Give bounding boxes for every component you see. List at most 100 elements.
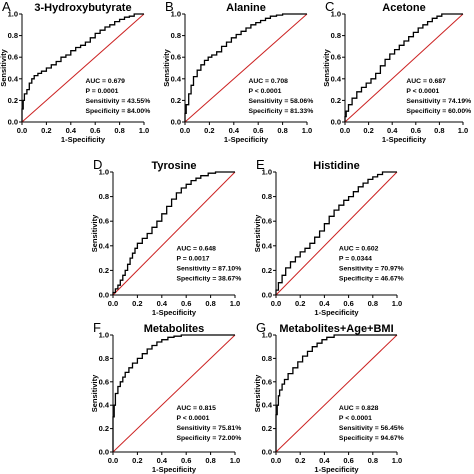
panel-c-letter: C [325,0,334,14]
panel-f-x-tick-label: 1.0 [230,456,240,465]
panel-b-y-tick-label: 0.2 [171,96,181,105]
panel-a-roc-curve [21,13,144,122]
panel-g-stat-line: AUC = 0.828 [339,405,379,412]
panel-d-y-axis-label: Sensitivity [90,214,99,252]
panel-e-x-tick-label: 0.8 [368,299,378,308]
panel-b-x-tick-label: 0.4 [229,126,240,135]
panel-b-x-tick-label: 0.8 [277,126,287,135]
panel-f-y-tick-label: 0.4 [99,401,110,410]
panel-a-stat-line: Specificity = 84.00% [85,108,150,115]
panel-e-roc-curve [275,171,397,295]
panel-b-roc-curve [184,13,307,122]
panel-c-y-tick-label: 0.4 [331,74,342,83]
panel-f-stat-line: AUC = 0.815 [176,405,216,412]
panel-a-stat-line: Sensitivity = 43.55% [85,98,150,105]
panel-e-y-tick-label: 1.0 [262,168,272,177]
panel-a-stat-line: P = 0.0001 [85,88,118,95]
panel-f-stat-line: Specificity = 72.00% [176,435,241,442]
panel-b-stat-line: P < 0.0001 [248,88,281,95]
panel-f-x-tick-label: 0.2 [132,456,142,465]
panel-b-stat-line: Sensitivity = 58.06% [248,98,313,105]
panel-e-y-tick-label: 0.2 [262,266,272,275]
panel-c-x-tick-label: 0.8 [434,126,444,135]
panel-a-y-tick-label: 1.0 [8,10,18,19]
panel-e-y-tick-label: 0.8 [262,192,272,201]
panel-c-x-tick-label: 0.6 [411,126,421,135]
panel-f-x-axis-label: 1-Specificity [152,465,197,474]
panel-d-stat-line: AUC = 0.648 [176,246,216,253]
panel-g-x-tick-label: 0.6 [343,456,353,465]
panel-a-letter: A [2,0,11,14]
panel-e-stat-line: Specificity = 46.67% [339,276,404,283]
panel-c-y-tick-label: 0.8 [331,31,341,40]
panel-a-x-tick-label: 0.2 [41,126,51,135]
panel-e-y-tick-label: 0.4 [262,241,273,250]
panel-c-x-tick-label: 1.0 [458,126,468,135]
panel-b-x-tick-label: 0.0 [180,126,190,135]
panel-e-y-axis-label: Sensitivity [253,214,262,252]
panel-e-stat-line: AUC = 0.602 [339,246,379,253]
panel-a-y-tick-label: 0.0 [8,118,18,127]
panel-c-stat-line: AUC = 0.687 [406,78,446,85]
panel-b-y-axis-label: Sensitivity [162,48,171,86]
panel-b-stat-line: AUC = 0.708 [248,78,288,85]
panel-d-y-tick-label: 0.6 [99,217,109,226]
panel-g-y-tick-label: 0.2 [262,424,272,433]
panel-d-x-tick-label: 0.4 [157,299,168,308]
panel-c-y-tick-label: 0.2 [331,96,341,105]
panel-c-reference-line [344,13,464,123]
panel-f-y-tick-label: 0.0 [99,448,109,457]
panel-c-stat-line: Specificity = 60.00% [406,108,471,115]
panel-g-y-tick-label: 0.8 [262,354,272,363]
panel-b-reference-line [184,13,308,123]
panel-f-title: Metabolites [144,323,205,335]
panel-f-reference-line [112,334,236,453]
panel-g-stat-line: P < 0.0001 [339,415,372,422]
panel-d-y-tick-label: 0.4 [99,241,110,250]
panel-b-x-tick-label: 0.2 [204,126,214,135]
panel-b-x-tick-label: 0.6 [253,126,263,135]
panel-g-x-tick-label: 0.2 [295,456,305,465]
panel-d-title: Tyrosine [151,160,196,172]
panel-e-x-tick-label: 0.6 [343,299,353,308]
panel-d-letter: D [93,157,102,172]
panel-g-x-tick-label: 0.4 [319,456,330,465]
panel-d-reference-line [112,171,236,296]
panel-a-x-tick-label: 0.4 [66,126,77,135]
panel-d-stat-line: Specificity = 38.67% [176,276,241,283]
panel-d-x-tick-label: 1.0 [230,299,240,308]
panel-d-x-tick-label: 0.6 [181,299,191,308]
panel-d-stat-line: Sensitivity = 87.10% [176,266,241,273]
panel-f-y-tick-label: 1.0 [99,331,109,340]
panel-a-reference-line [21,13,145,123]
panel-g-stat-line: Specificity = 94.67% [339,435,404,442]
panel-f-roc-curve [112,334,235,452]
panel-a-x-tick-label: 0.6 [90,126,100,135]
panel-b-x-axis-label: 1-Specificity [224,135,269,144]
panel-c-roc-curve [344,13,463,122]
panel-f-x-tick-label: 0.6 [181,456,191,465]
panel-g-stat-line: Sensitivity = 56.45% [339,425,404,432]
panel-e-reference-line [275,171,398,296]
panel-c-title: Acetone [382,2,425,14]
panel-f-y-tick-label: 0.2 [99,424,109,433]
panel-g-reference-line [275,334,398,453]
panel-e-y-tick-label: 0.6 [262,217,272,226]
panel-c-y-tick-label: 0.0 [331,118,341,127]
panel-f-stat-line: Sensitivity = 75.81% [176,425,241,432]
panel-a-stat-line: AUC = 0.679 [85,78,125,85]
panel-a-x-axis-label: 1-Specificity [61,135,106,144]
panel-b-y-tick-label: 0.4 [171,74,182,83]
panel-e-stat-line: Sensitivity = 70.97% [339,266,404,273]
panel-a-y-axis-label: Sensitivity [0,48,8,86]
panel-e-x-tick-label: 0.0 [271,299,281,308]
panel-a-x-tick-label: 0.0 [17,126,27,135]
panel-c-y-tick-label: 0.6 [331,53,341,62]
panel-f-stat-line: P < 0.0001 [176,415,209,422]
panel-d-x-tick-label: 0.0 [108,299,118,308]
panel-b-y-tick-label: 0.0 [171,118,181,127]
panel-d-y-tick-label: 0.0 [99,291,109,300]
panel-a-y-tick-label: 0.4 [8,74,19,83]
panel-b-y-tick-label: 1.0 [171,10,181,19]
